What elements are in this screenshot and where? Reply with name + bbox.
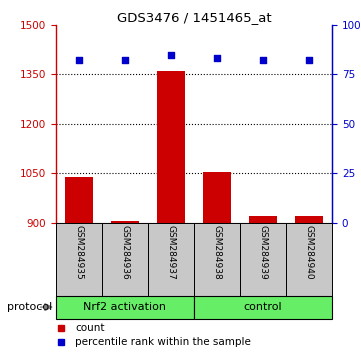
Bar bbox=[194, 296, 332, 319]
Point bbox=[306, 58, 312, 63]
Text: percentile rank within the sample: percentile rank within the sample bbox=[75, 337, 251, 347]
Text: GSM284937: GSM284937 bbox=[166, 225, 175, 280]
Bar bbox=[203, 172, 231, 223]
Bar bbox=[240, 223, 286, 296]
Text: GSM284936: GSM284936 bbox=[121, 225, 130, 280]
Bar bbox=[56, 223, 102, 296]
Text: GSM284938: GSM284938 bbox=[213, 225, 222, 280]
Point bbox=[122, 58, 128, 63]
Bar bbox=[249, 216, 277, 223]
Bar bbox=[286, 223, 332, 296]
Bar bbox=[295, 216, 323, 223]
Text: GSM284939: GSM284939 bbox=[258, 225, 268, 280]
Text: GSM284940: GSM284940 bbox=[305, 225, 314, 280]
Point bbox=[214, 56, 220, 61]
Text: protocol: protocol bbox=[7, 302, 52, 312]
Point bbox=[76, 58, 82, 63]
Text: control: control bbox=[244, 302, 282, 312]
Bar bbox=[65, 177, 93, 223]
Text: Nrf2 activation: Nrf2 activation bbox=[83, 302, 166, 312]
Text: GSM284935: GSM284935 bbox=[74, 225, 83, 280]
Bar bbox=[157, 71, 185, 223]
Bar bbox=[111, 221, 139, 223]
Bar bbox=[194, 223, 240, 296]
Point bbox=[168, 52, 174, 57]
Bar bbox=[148, 223, 194, 296]
Point bbox=[260, 58, 266, 63]
Text: count: count bbox=[75, 322, 105, 332]
Bar bbox=[102, 223, 148, 296]
Title: GDS3476 / 1451465_at: GDS3476 / 1451465_at bbox=[117, 11, 271, 24]
Bar bbox=[56, 296, 194, 319]
